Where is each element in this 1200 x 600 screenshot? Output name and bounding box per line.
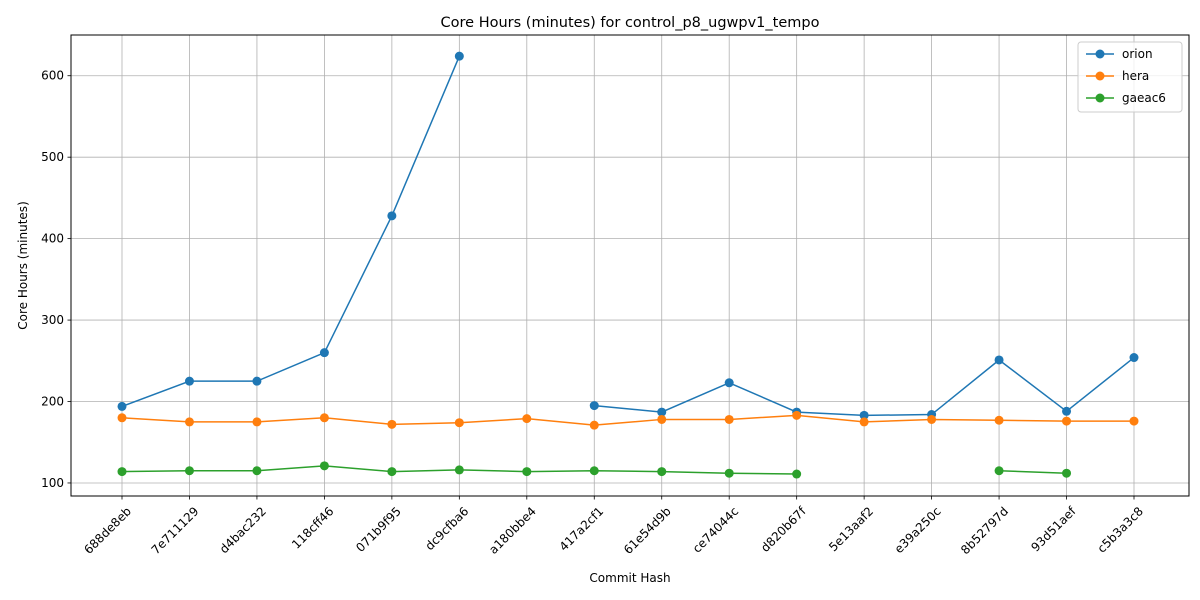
data-point-gaeac6 (454, 465, 464, 475)
data-point-gaeac6 (117, 467, 127, 477)
data-point-orion (724, 378, 734, 388)
data-point-orion (454, 51, 464, 61)
data-point-orion (657, 407, 667, 417)
data-point-hera (387, 419, 397, 429)
legend-label-hera: hera (1122, 69, 1149, 83)
data-point-hera (1129, 416, 1139, 426)
data-point-gaeac6 (792, 469, 802, 479)
legend: orion hera gaeac6 (1077, 41, 1183, 113)
y-axis-title: Core Hours (minutes) (16, 201, 30, 330)
data-point-orion (1129, 353, 1139, 363)
x-axis-title: Commit Hash (589, 571, 670, 585)
legend-marker-hera (1095, 71, 1105, 81)
series-gaeac6 (117, 461, 1072, 479)
series-line-orion (121, 55, 461, 408)
data-point-hera (117, 413, 127, 423)
legend-item-hera: hera (1086, 69, 1149, 83)
data-point-gaeac6 (724, 468, 734, 478)
legend-item-orion: orion (1086, 47, 1153, 61)
data-point-hera (252, 417, 262, 427)
data-point-hera (184, 417, 194, 427)
data-point-hera (1062, 416, 1072, 426)
data-point-orion (184, 376, 194, 386)
y-tick-label: 600 (41, 69, 64, 83)
legend-marker-orion (1095, 49, 1105, 59)
legend-label-gaeac6: gaeac6 (1122, 91, 1166, 105)
data-point-gaeac6 (522, 467, 532, 477)
y-tick-label: 400 (41, 232, 64, 246)
data-point-orion (859, 410, 869, 420)
data-point-hera (454, 418, 464, 428)
series-line-gaeac6 (999, 470, 1067, 474)
data-point-gaeac6 (589, 466, 599, 476)
data-point-hera (657, 414, 667, 424)
plot-frame (70, 34, 1190, 497)
legend-item-gaeac6: gaeac6 (1086, 91, 1166, 105)
data-point-hera (994, 415, 1004, 425)
y-tick-label: 200 (41, 395, 64, 409)
data-point-orion (589, 401, 599, 411)
legend-marker-gaeac6 (1095, 93, 1105, 103)
data-point-gaeac6 (657, 467, 667, 477)
data-point-hera (522, 414, 532, 424)
data-point-hera (589, 420, 599, 430)
data-point-gaeac6 (994, 466, 1004, 476)
data-point-hera (724, 414, 734, 424)
data-point-orion (1062, 406, 1072, 416)
data-point-hera (859, 417, 869, 427)
data-point-hera (319, 413, 329, 423)
data-point-gaeac6 (319, 461, 329, 471)
data-point-gaeac6 (1062, 468, 1072, 478)
data-point-gaeac6 (387, 467, 397, 477)
y-tick-label: 500 (41, 150, 64, 164)
chart-title: Core Hours (minutes) for control_p8_ugwp… (441, 15, 820, 31)
series-hera (117, 410, 1139, 430)
series-layer (117, 51, 1139, 479)
data-point-hera (792, 410, 802, 420)
data-point-gaeac6 (184, 466, 194, 476)
legend-box (1077, 41, 1183, 113)
series-line-hera (121, 414, 1134, 426)
data-point-orion (252, 376, 262, 386)
y-tick-label: 100 (41, 476, 64, 490)
legend-label-orion: orion (1122, 47, 1153, 61)
data-point-hera (927, 414, 937, 424)
data-point-gaeac6 (252, 466, 262, 476)
y-tick-label: 300 (41, 313, 64, 327)
data-point-orion (117, 401, 127, 411)
data-point-orion (387, 211, 397, 221)
data-point-orion (994, 355, 1004, 365)
data-point-orion (319, 348, 329, 358)
